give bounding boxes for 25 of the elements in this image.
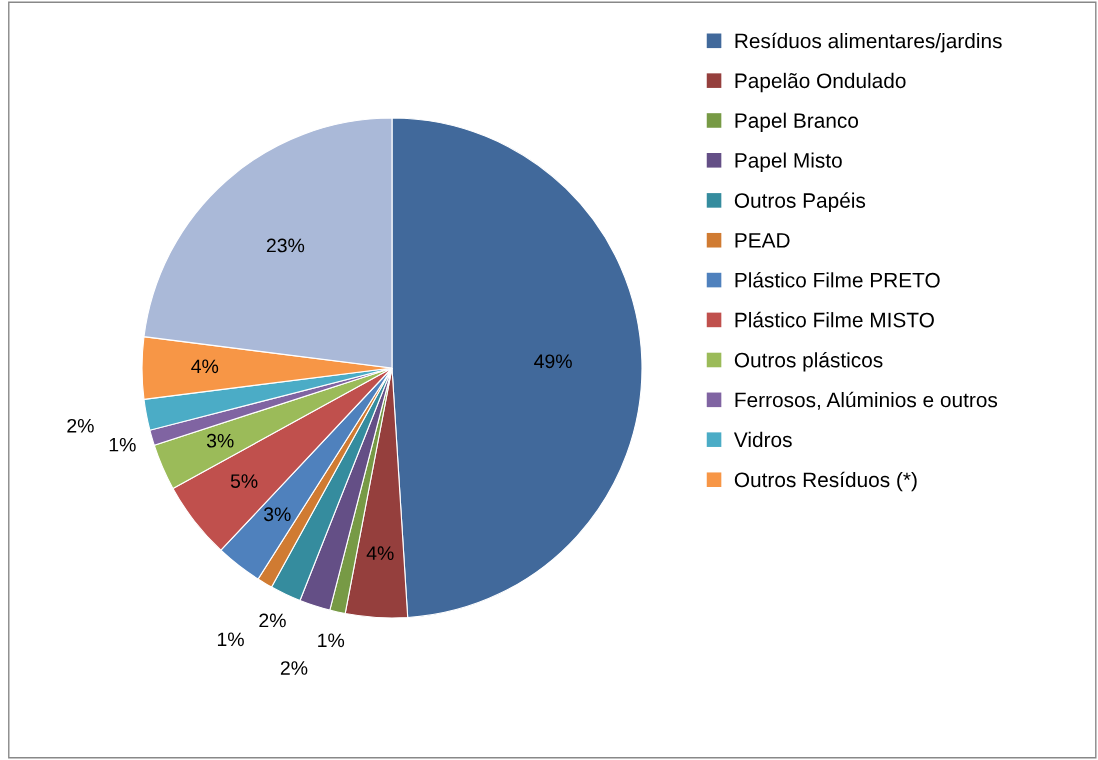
data-label: 1% (217, 632, 244, 647)
legend-label: Resíduos alimentares/jardins (735, 32, 1002, 53)
legend-label: PEAD (735, 233, 790, 248)
data-label: 5% (230, 474, 258, 488)
data-label: 23% (266, 238, 305, 253)
data-label: 1% (109, 437, 136, 452)
legend-label: Outros Resíduos (*) (734, 471, 917, 492)
legend-label: Papel Branco (735, 112, 859, 133)
data-label: 1% (318, 633, 345, 648)
data-label: 49% (534, 354, 572, 369)
data-label: 4% (366, 546, 394, 560)
legend-label: Vidros (733, 431, 792, 448)
data-label: 2% (67, 418, 94, 433)
data-label: 2% (259, 613, 286, 628)
legend-label: Papelão Ondulado (735, 72, 906, 93)
data-label: 2% (280, 661, 308, 675)
legend-label: Outros plásticos (734, 351, 883, 372)
legend-label: Papel Misto (735, 152, 842, 172)
data-label: 4% (191, 359, 219, 374)
legend-label: Outros Papéis (734, 192, 866, 213)
data-label: 3% (263, 507, 291, 522)
legend-label: Ferrosos, Alúminios e outros (735, 391, 998, 410)
data-label: 3% (206, 433, 234, 448)
legend-label: Plástico Filme MISTO (735, 311, 934, 328)
legend-label: Plástico Filme PRETO (735, 272, 940, 288)
